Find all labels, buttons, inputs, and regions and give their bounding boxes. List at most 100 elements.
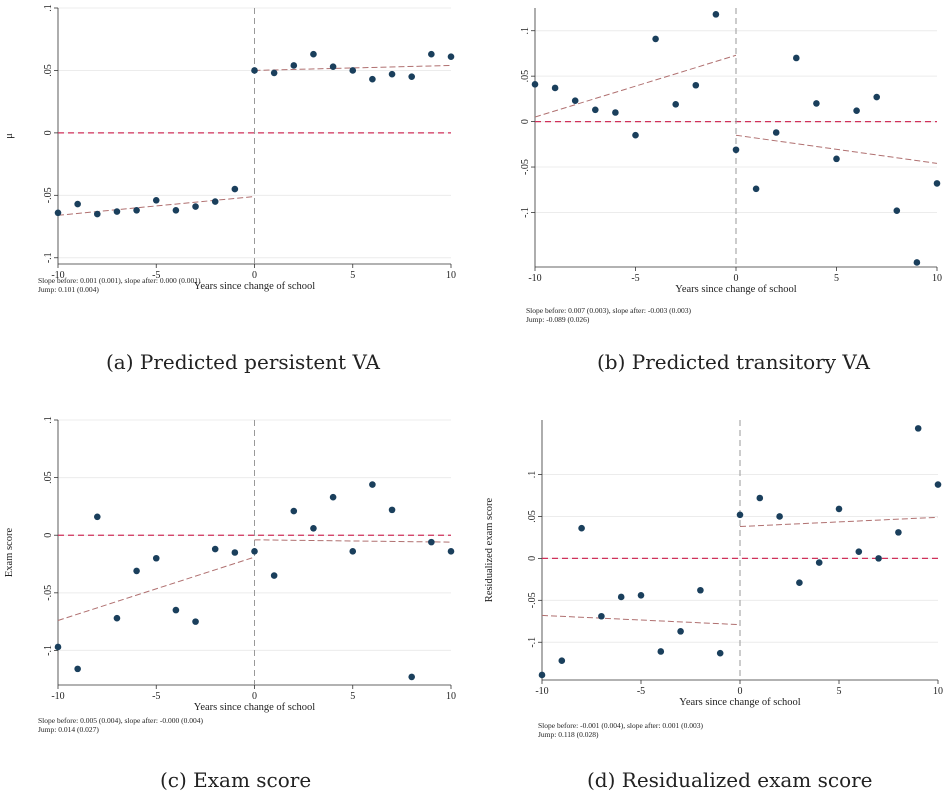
data-point (329, 63, 337, 70)
data-point (592, 106, 599, 114)
data-point (408, 673, 416, 681)
data-point (447, 53, 455, 61)
data-point (172, 207, 180, 214)
y-tick-label: -.05 (43, 187, 54, 203)
y-tick-label: .1 (43, 416, 54, 424)
data-point (855, 548, 863, 555)
chart-c-note-jump: Jump: 0.014 (0.027) (38, 725, 99, 734)
chart-panel-c: .1 .05 0 -.05 -.1 -10 -5 0 5 10 Years since change… (0, 400, 470, 796)
data-point (712, 11, 720, 18)
data-point (617, 593, 625, 601)
x-tick-label: 10 (446, 691, 456, 702)
data-point (833, 155, 840, 163)
chart-c-caption: (c) Exam score (160, 768, 312, 792)
data-point (408, 73, 416, 80)
x-tick-label: -10 (51, 691, 64, 702)
fit-line-before (57, 556, 255, 621)
y-tick-label: .1 (527, 471, 538, 479)
data-point (251, 67, 258, 74)
y-tick-label: 0 (527, 556, 538, 561)
data-point (310, 525, 317, 532)
fit-line-before (541, 614, 741, 626)
data-point (231, 549, 239, 556)
data-point (290, 62, 298, 69)
fit-line-before (534, 54, 737, 118)
data-point (697, 586, 704, 594)
fit-line-after (735, 134, 938, 164)
x-tick-label: 0 (252, 691, 257, 702)
data-point (270, 572, 278, 579)
data-point (133, 207, 140, 214)
fit-line-after (254, 64, 452, 71)
data-point (835, 505, 843, 513)
data-point (54, 643, 62, 651)
data-point (251, 548, 258, 555)
data-point (571, 97, 579, 104)
data-point (447, 548, 455, 555)
data-point (637, 591, 645, 599)
x-tick-label: -5 (637, 686, 645, 697)
data-point (875, 555, 882, 562)
data-point (172, 606, 180, 614)
chart-a: .1 .05 0 -.05 -.1 -10 -5 0 5 10 Years since change… (4, 4, 456, 292)
data-point (428, 538, 435, 546)
y-tick-label: -.1 (43, 645, 54, 656)
x-axis-label: Years since change of school (194, 702, 315, 713)
x-tick-label: 0 (734, 273, 739, 284)
x-axis-label: Years since change of school (675, 284, 796, 295)
data-point (853, 107, 860, 114)
data-point (732, 146, 740, 154)
data-point (914, 425, 922, 432)
x-tick-label: 5 (350, 270, 355, 281)
fit-line-after (739, 516, 939, 528)
chart-panel-d: .1 .05 0 -.05 -.1 -10 -5 0 5 10 Years since change… (472, 400, 944, 796)
data-point (815, 559, 823, 566)
x-tick-label: -10 (51, 270, 64, 281)
data-point (672, 101, 679, 108)
chart-b: .1 .05 0 -.05 -.1 -10 -5 0 5 10 Years since change… (520, 8, 942, 295)
data-point (192, 618, 199, 625)
y-tick-label: -.05 (527, 592, 538, 608)
data-point (74, 665, 81, 673)
y-tick-label: 0 (43, 533, 54, 538)
x-tick-label: 10 (933, 686, 943, 697)
data-point (893, 207, 901, 214)
y-tick-label: .05 (43, 64, 54, 77)
data-point (558, 657, 566, 665)
data-point (772, 129, 780, 136)
data-point (428, 50, 435, 58)
y-tick-label: .1 (43, 4, 54, 12)
x-tick-label: 10 (446, 270, 456, 281)
y-tick-label: 0 (43, 130, 54, 135)
chart-panel-b: .1 .05 0 -.05 -.1 -10 -5 0 5 10 Years since change… (472, 0, 944, 390)
chart-a-note-slopes: Slope before: 0.001 (0.001), slope after… (38, 276, 201, 285)
data-point (813, 100, 820, 107)
data-point (211, 198, 219, 205)
data-point (736, 511, 744, 519)
x-axis-label: Years since change of school (679, 697, 800, 708)
chart-d-note-jump: Jump: 0.118 (0.028) (538, 730, 599, 739)
data-point (933, 180, 941, 187)
data-point (349, 548, 357, 555)
chart-b-note-jump: Jump: -0.089 (0.026) (526, 315, 590, 324)
data-point (94, 210, 101, 218)
y-tick-label: -.05 (43, 585, 54, 601)
x-tick-label: 0 (252, 270, 257, 281)
data-point (369, 75, 376, 83)
chart-a-caption: (a) Predicted persistent VA (106, 350, 380, 374)
data-point (388, 506, 396, 514)
data-point (270, 69, 278, 77)
y-tick-label: .05 (520, 70, 531, 83)
data-point (716, 649, 724, 657)
y-axis-label: Exam score (4, 528, 15, 578)
x-tick-label: 0 (738, 686, 743, 697)
data-point (531, 81, 539, 88)
data-point (74, 200, 81, 208)
y-tick-label: .1 (520, 27, 531, 35)
data-point (752, 185, 760, 193)
data-point (677, 628, 684, 635)
data-point (94, 513, 101, 521)
data-point (113, 614, 121, 622)
y-tick-label: -.1 (527, 637, 538, 648)
data-point (192, 203, 199, 210)
